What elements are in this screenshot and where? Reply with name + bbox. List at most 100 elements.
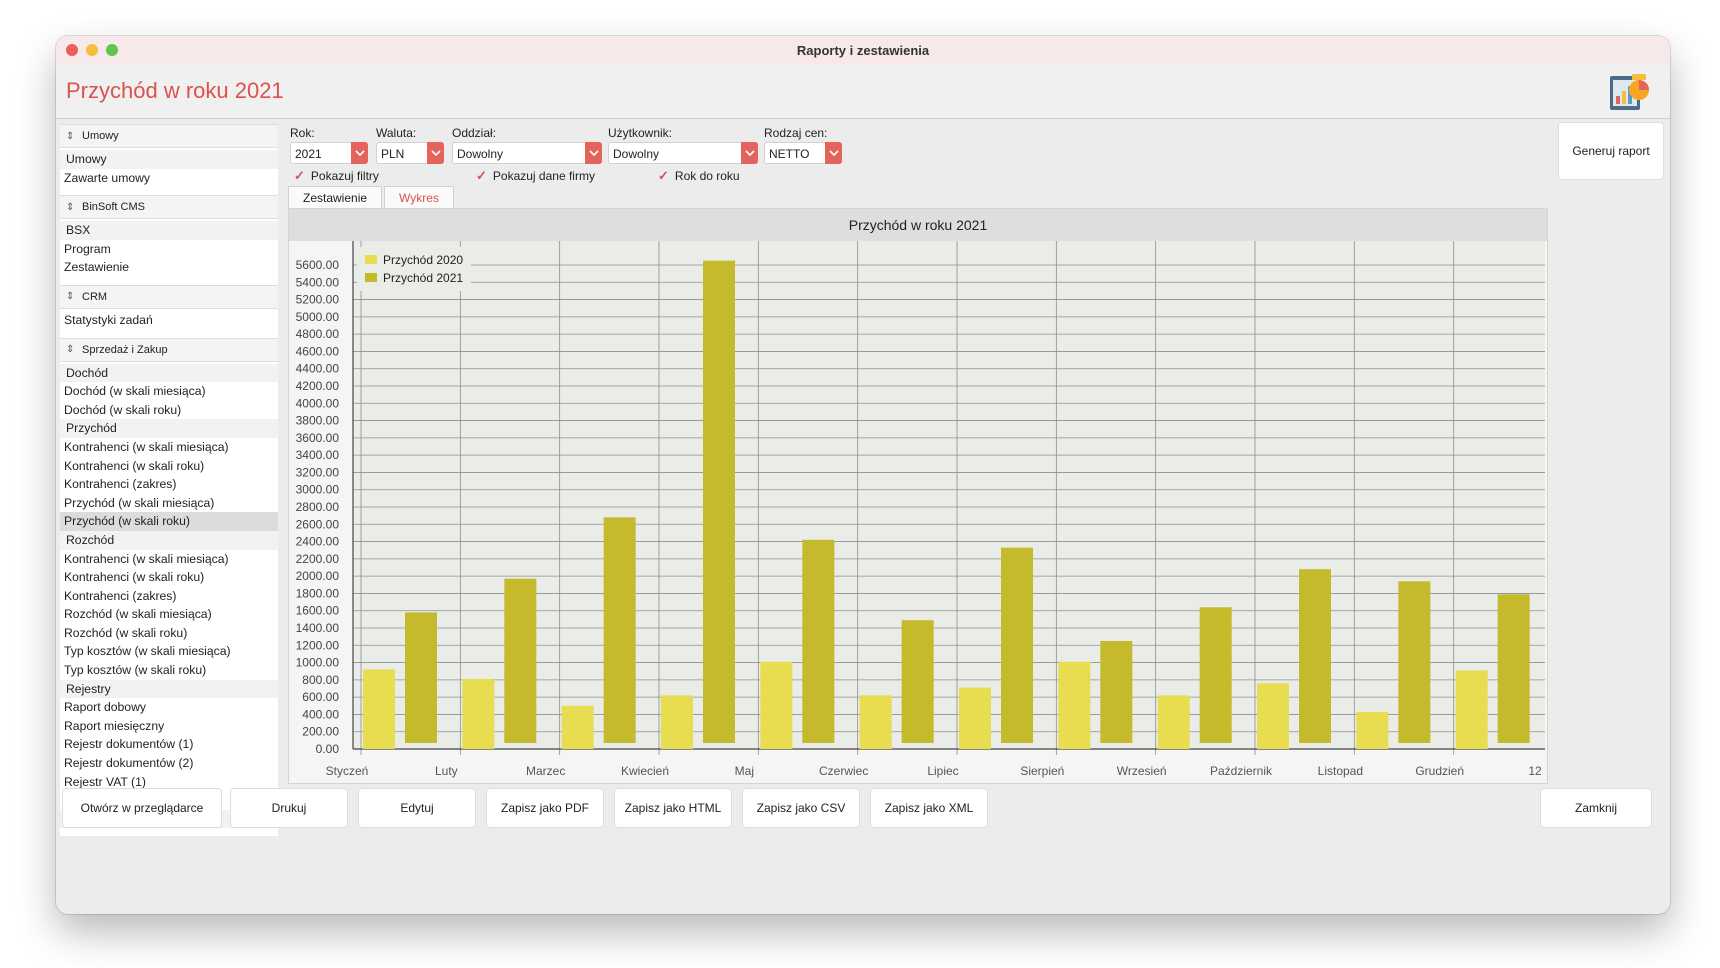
sidebar-item[interactable]: Raport miesięczny: [64, 718, 165, 733]
bar-przychod-2020: [859, 695, 892, 749]
print-button[interactable]: Drukuj: [230, 788, 348, 828]
bar-przychod-2021: [1001, 547, 1033, 743]
chevron-down-icon: [741, 142, 758, 164]
sidebar-item[interactable]: Kontrahenci (w skali roku): [64, 458, 205, 473]
currency-select[interactable]: PLN: [376, 142, 444, 164]
zoom-window-button[interactable]: [106, 44, 118, 56]
save-csv-button[interactable]: Zapisz jako CSV: [742, 788, 860, 828]
y-tick-label: 1600.00: [296, 604, 340, 618]
y-tick-label: 1000.00: [296, 656, 340, 670]
y-tick-label: 3000.00: [296, 483, 340, 497]
sidebar-section-title: CRM: [82, 290, 108, 303]
sidebar-item[interactable]: Kontrahenci (w skali roku): [64, 570, 205, 585]
generate-report-button[interactable]: Generuj raport: [1558, 122, 1664, 180]
sidebar-group-label: Rejestry: [60, 679, 278, 699]
sidebar-section-header[interactable]: ⇕ BinSoft CMS: [60, 195, 278, 220]
report-sidebar: ⇕ Umowy Umowy Zawarte umowy ⇕ BinSoft CMS BSX P…: [60, 124, 278, 860]
y-tick-label: 4800.00: [296, 327, 340, 341]
sidebar-item[interactable]: Przychód (w skali miesiąca): [64, 495, 215, 510]
open-in-browser-button[interactable]: Otwórz w przeglądarce: [62, 788, 222, 828]
sidebar-section-title: BinSoft CMS: [82, 201, 145, 214]
sidebar-item[interactable]: Kontrahenci (w skali miesiąca): [64, 439, 229, 454]
tab-wykres[interactable]: Wykres: [384, 186, 454, 211]
y-tick-label: 2800.00: [296, 500, 340, 514]
sidebar-item[interactable]: Dochód (w skali roku): [64, 402, 182, 417]
y-tick-label: 0.00: [316, 742, 340, 756]
sidebar-item[interactable]: Raport dobowy: [64, 700, 146, 715]
sidebar-item[interactable]: Program: [64, 241, 111, 256]
sidebar-item[interactable]: Dochód (w skali miesiąca): [64, 384, 206, 399]
sidebar-item[interactable]: Kontrahenci (zakres): [64, 477, 177, 492]
sidebar-item[interactable]: Przychód (w skali roku): [60, 512, 278, 531]
bar-przychod-2020: [462, 678, 495, 749]
title-bar: Raporty i zestawienia: [56, 36, 1670, 65]
show-company-checkbox[interactable]: ✓ Pokazuj dane firmy: [476, 168, 595, 184]
save-xml-button[interactable]: Zapisz jako XML: [870, 788, 988, 828]
user-select[interactable]: Dowolny: [608, 142, 758, 164]
legend-swatch: [365, 255, 377, 264]
sidebar-group-label: BSX: [60, 221, 278, 240]
y-tick-label: 5200.00: [296, 293, 340, 307]
save-pdf-button[interactable]: Zapisz jako PDF: [486, 788, 604, 828]
view-tabs: Zestawienie Wykres: [288, 186, 456, 211]
sidebar-item[interactable]: Typ kosztów (w skali miesiąca): [64, 644, 231, 659]
y-tick-label: 2000.00: [296, 569, 340, 583]
sidebar-list: BSX Program Zestawienie: [60, 219, 278, 285]
y-tick-label: 4200.00: [296, 379, 340, 393]
chart-panel: Przychód w roku 2021 0.00 200.00 400.00 600…: [288, 208, 1548, 784]
year-select[interactable]: 2021: [290, 142, 368, 164]
sidebar-item[interactable]: Kontrahenci (w skali miesiąca): [64, 551, 229, 566]
minimize-window-button[interactable]: [86, 44, 98, 56]
year-to-date-checkbox[interactable]: ✓ Rok do roku: [658, 168, 740, 184]
user-label: Użytkownik:: [608, 126, 673, 140]
x-tick-label: Sierpień: [1020, 764, 1064, 778]
edit-button[interactable]: Edytuj: [358, 788, 476, 828]
close-window-button[interactable]: [66, 44, 78, 56]
sidebar-item[interactable]: Rozchód (w skali roku): [64, 625, 188, 640]
sidebar-item[interactable]: Zawarte umowy: [64, 170, 151, 185]
sidebar-item[interactable]: Kontrahenci (zakres): [64, 588, 177, 603]
x-tick-label: Lipiec: [927, 764, 958, 778]
legend-swatch: [365, 273, 377, 282]
y-tick-label: 3200.00: [296, 465, 340, 479]
legend-box: [357, 247, 471, 291]
branch-select[interactable]: Dowolny: [452, 142, 602, 164]
sidebar-section-header[interactable]: ⇕ Umowy: [60, 124, 278, 148]
price-type-select[interactable]: NETTO: [764, 142, 842, 164]
sidebar-item[interactable]: Rejestr VAT (1): [64, 774, 146, 789]
x-tick-label: Grudzień: [1415, 764, 1464, 778]
bar-przychod-2021: [405, 612, 437, 743]
y-tick-label: 1400.00: [296, 621, 340, 635]
tab-zestawienie[interactable]: Zestawienie: [288, 186, 383, 209]
branch-value: Dowolny: [457, 147, 504, 161]
sidebar-group-label: Umowy: [60, 150, 278, 169]
sidebar-item[interactable]: Zestawienie: [64, 260, 130, 275]
year-label: Rok:: [290, 126, 315, 140]
sidebar-section-header[interactable]: ⇕ Sprzedaż i Zakup: [60, 337, 278, 362]
bar-przychod-2021: [901, 620, 934, 743]
sidebar-group-label: Dochód: [60, 363, 278, 383]
expand-collapse-icon: ⇕: [66, 344, 75, 356]
y-tick-label: 600.00: [302, 690, 339, 704]
show-filters-checkbox[interactable]: ✓ Pokazuj filtry: [294, 168, 379, 184]
currency-label: Waluta:: [376, 126, 417, 140]
sidebar-item[interactable]: Statystyki zadań: [64, 312, 153, 327]
bar-przychod-2020: [1356, 711, 1389, 749]
sidebar-item[interactable]: Typ kosztów (w skali roku): [64, 663, 207, 678]
sidebar-item[interactable]: Rejestr dokumentów (1): [64, 737, 194, 752]
sidebar-section-title: Sprzedaż i Zakup: [82, 343, 168, 356]
close-button[interactable]: Zamknij: [1540, 788, 1652, 828]
save-html-button[interactable]: Zapisz jako HTML: [614, 788, 732, 828]
sidebar-section-header[interactable]: ⇕ CRM: [60, 284, 278, 309]
sidebar-item[interactable]: Rozchód (w skali miesiąca): [64, 607, 212, 622]
x-tick-label: Luty: [435, 764, 458, 778]
x-tick-label: Listopad: [1318, 764, 1363, 778]
y-tick-label: 4400.00: [296, 362, 340, 376]
x-tick-label: Wrzesień: [1117, 764, 1167, 778]
plot-area: [353, 241, 1545, 749]
bar-przychod-2020: [760, 661, 793, 749]
bar-przychod-2020: [661, 695, 693, 749]
y-tick-label: 3600.00: [296, 431, 340, 445]
sidebar-item[interactable]: Rejestr dokumentów (2): [64, 756, 194, 771]
price-type-value: NETTO: [769, 147, 810, 161]
